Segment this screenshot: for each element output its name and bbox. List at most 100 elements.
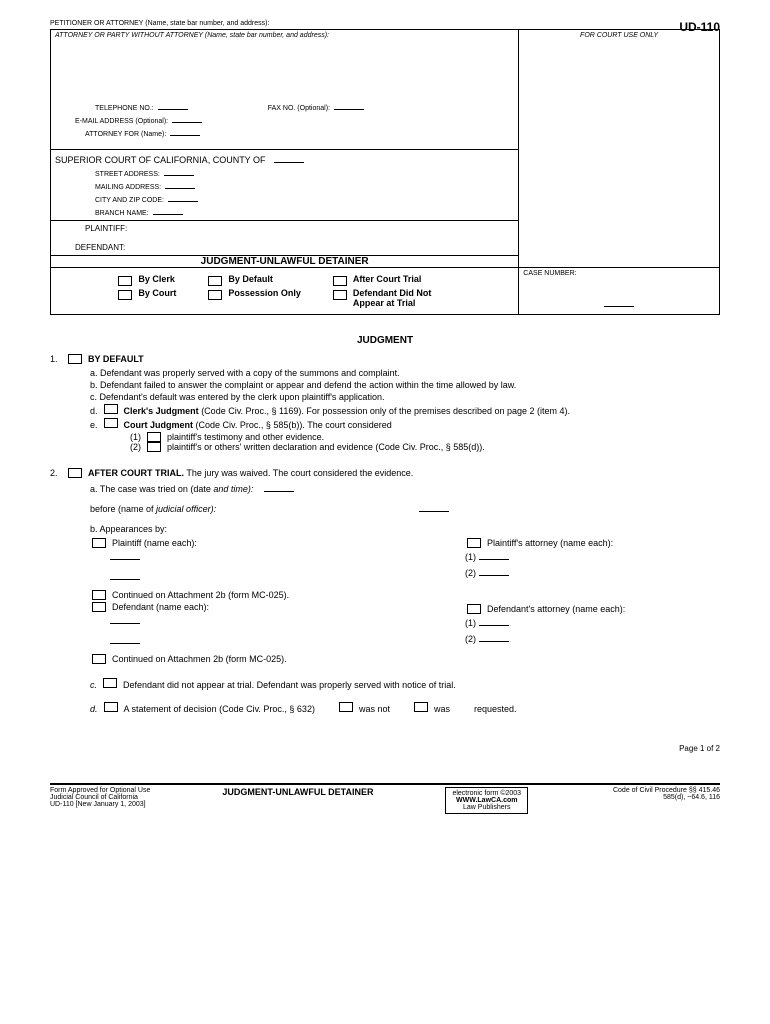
cont2b2-label: Continued on Attachmen 2b (form MC-025). bbox=[112, 654, 287, 664]
by-clerk-checkbox[interactable] bbox=[118, 276, 132, 286]
footer-publisher: Law Publishers bbox=[452, 804, 521, 811]
plaintiff-atty-field1[interactable] bbox=[479, 550, 509, 560]
defendant-name-label: Defendant (name each): bbox=[112, 602, 209, 612]
item1d-letter: d. bbox=[90, 406, 98, 416]
plaintiff-name-field2[interactable] bbox=[110, 570, 140, 580]
mailing-field[interactable] bbox=[165, 179, 195, 189]
defendant-name-checkbox[interactable] bbox=[92, 602, 106, 612]
item1d-text: (Code Civ. Proc., § 1169). For possessio… bbox=[199, 406, 570, 416]
item1c: c. Defendant's default was entered by th… bbox=[90, 392, 720, 402]
item1d-checkbox[interactable] bbox=[104, 404, 118, 414]
paren2b: (2) bbox=[465, 634, 476, 644]
email-field[interactable] bbox=[172, 113, 202, 123]
footer-electronic: electronic form ©2003 bbox=[452, 790, 521, 797]
cont2b-checkbox[interactable] bbox=[92, 590, 106, 600]
item1e1-text: plaintiff's testimony and other evidence… bbox=[167, 432, 324, 442]
cont2b-label: Continued on Attachment 2b (form MC-025)… bbox=[112, 590, 289, 600]
item2d-checkbox[interactable] bbox=[104, 702, 118, 712]
item2d-letter: d. bbox=[90, 704, 98, 714]
item2d-text: A statement of decision (Code Civ. Proc.… bbox=[124, 704, 315, 714]
item1e-text: (Code Civ. Proc., § 585(b)). The court c… bbox=[193, 420, 392, 430]
by-clerk-label: By Clerk bbox=[138, 274, 175, 284]
was-checkbox[interactable] bbox=[414, 702, 428, 712]
footer-title: JUDGMENT-UNLAWFUL DETAINER bbox=[222, 787, 373, 814]
telephone-field[interactable] bbox=[158, 100, 188, 110]
item1b: b. Defendant failed to answer the compla… bbox=[90, 380, 720, 390]
plaintiff-name-checkbox[interactable] bbox=[92, 538, 106, 548]
attorney-for-field[interactable] bbox=[170, 126, 200, 136]
paren1a: (1) bbox=[465, 552, 476, 562]
case-number-field[interactable] bbox=[604, 297, 634, 307]
after-trial-label: After Court Trial bbox=[353, 274, 422, 284]
item2a2-italic: judicial officer): bbox=[156, 504, 216, 514]
footer-code: Code of Civil Procedure §§ 415.46 585(d)… bbox=[600, 787, 720, 814]
paren1b: (1) bbox=[465, 618, 476, 628]
defendant-atty-checkbox[interactable] bbox=[467, 604, 481, 614]
possession-label: Possession Only bbox=[228, 288, 301, 298]
after-trial-checkbox[interactable] bbox=[333, 276, 347, 286]
branch-field[interactable] bbox=[153, 205, 183, 215]
branch-label: BRANCH NAME: bbox=[95, 210, 149, 217]
wasnot-checkbox[interactable] bbox=[339, 702, 353, 712]
page-num: Page 1 of 2 bbox=[50, 744, 720, 753]
item2-checkbox[interactable] bbox=[68, 468, 82, 478]
plaintiff-atty-field2[interactable] bbox=[479, 566, 509, 576]
possession-checkbox[interactable] bbox=[208, 290, 222, 300]
paren2a: (2) bbox=[465, 568, 476, 578]
item2c-text: Defendant did not appear at trial. Defen… bbox=[123, 680, 456, 690]
defendant-name-field2[interactable] bbox=[110, 634, 140, 644]
plaintiff-atty-checkbox[interactable] bbox=[467, 538, 481, 548]
item2a-field[interactable] bbox=[264, 482, 294, 492]
item2a-italic: and time): bbox=[213, 484, 253, 494]
item1-checkbox[interactable] bbox=[68, 354, 82, 364]
defendant-name-field1[interactable] bbox=[110, 614, 140, 624]
footer-approved: Form Approved for Optional Use bbox=[50, 787, 150, 794]
footer-website: WWW.LawCA.com bbox=[452, 797, 521, 804]
mailing-label: MAILING ADDRESS: bbox=[95, 184, 161, 191]
defendant-atty-label: Defendant's attorney (name each): bbox=[487, 604, 625, 614]
email-label: E-MAIL ADDRESS (Optional): bbox=[75, 118, 168, 125]
item2-num: 2. bbox=[50, 468, 62, 478]
item1e2-text: plaintiff's or others' written declarati… bbox=[167, 442, 485, 452]
by-court-label: By Court bbox=[138, 288, 176, 298]
item2-label2: The jury was waived. The court considere… bbox=[184, 468, 413, 478]
item2a2-field[interactable] bbox=[419, 502, 449, 512]
did-not-appear-label: Defendant Did Not Appear at Trial bbox=[353, 288, 453, 308]
item2a2-text: before (name of bbox=[90, 504, 156, 514]
by-court-checkbox[interactable] bbox=[118, 290, 132, 300]
item1e2-num: (2) bbox=[130, 442, 141, 452]
item2b-label: b. Appearances by: bbox=[90, 524, 720, 534]
attorney-header: ATTORNEY OR PARTY WITHOUT ATTORNEY (Name… bbox=[55, 32, 514, 39]
item1e1-num: (1) bbox=[130, 432, 141, 442]
plaintiff-atty-label: Plaintiff's attorney (name each): bbox=[487, 538, 613, 548]
telephone-label: TELEPHONE NO.: bbox=[95, 105, 154, 112]
defendant-atty-field2[interactable] bbox=[479, 632, 509, 642]
cont2b2-checkbox[interactable] bbox=[92, 654, 106, 664]
item1e2-checkbox[interactable] bbox=[147, 442, 161, 452]
fax-field[interactable] bbox=[334, 100, 364, 110]
plaintiff-name-field1[interactable] bbox=[110, 550, 140, 560]
item1e1-checkbox[interactable] bbox=[147, 432, 161, 442]
cityzip-field[interactable] bbox=[168, 192, 198, 202]
did-not-appear-checkbox[interactable] bbox=[333, 290, 347, 300]
item1-num: 1. bbox=[50, 354, 62, 364]
cityzip-label: CITY AND ZIP CODE: bbox=[95, 197, 164, 204]
item2-label: AFTER COURT TRIAL. bbox=[88, 468, 184, 478]
defendant-atty-field1[interactable] bbox=[479, 616, 509, 626]
item1-label: BY DEFAULT bbox=[88, 354, 144, 364]
item1e-letter: e. bbox=[90, 420, 98, 430]
header-table: ATTORNEY OR PARTY WITHOUT ATTORNEY (Name… bbox=[50, 29, 720, 315]
item1d-bold: Clerk's Judgment bbox=[124, 406, 199, 416]
item2c-checkbox[interactable] bbox=[103, 678, 117, 688]
footer-council: Judicial Council of California bbox=[50, 794, 150, 801]
plaintiff-label: PLAINTIFF: bbox=[85, 224, 127, 233]
county-field[interactable] bbox=[274, 153, 304, 163]
item1e-bold: Court Judgment bbox=[124, 420, 194, 430]
form-number: UD-110 bbox=[679, 20, 720, 34]
footer-rev: UD-110 [New January 1, 2003] bbox=[50, 801, 150, 808]
by-default-checkbox[interactable] bbox=[208, 276, 222, 286]
street-field[interactable] bbox=[164, 166, 194, 176]
was-label: was bbox=[434, 704, 450, 714]
case-number-label: CASE NUMBER: bbox=[523, 270, 711, 277]
item1e-checkbox[interactable] bbox=[104, 418, 118, 428]
